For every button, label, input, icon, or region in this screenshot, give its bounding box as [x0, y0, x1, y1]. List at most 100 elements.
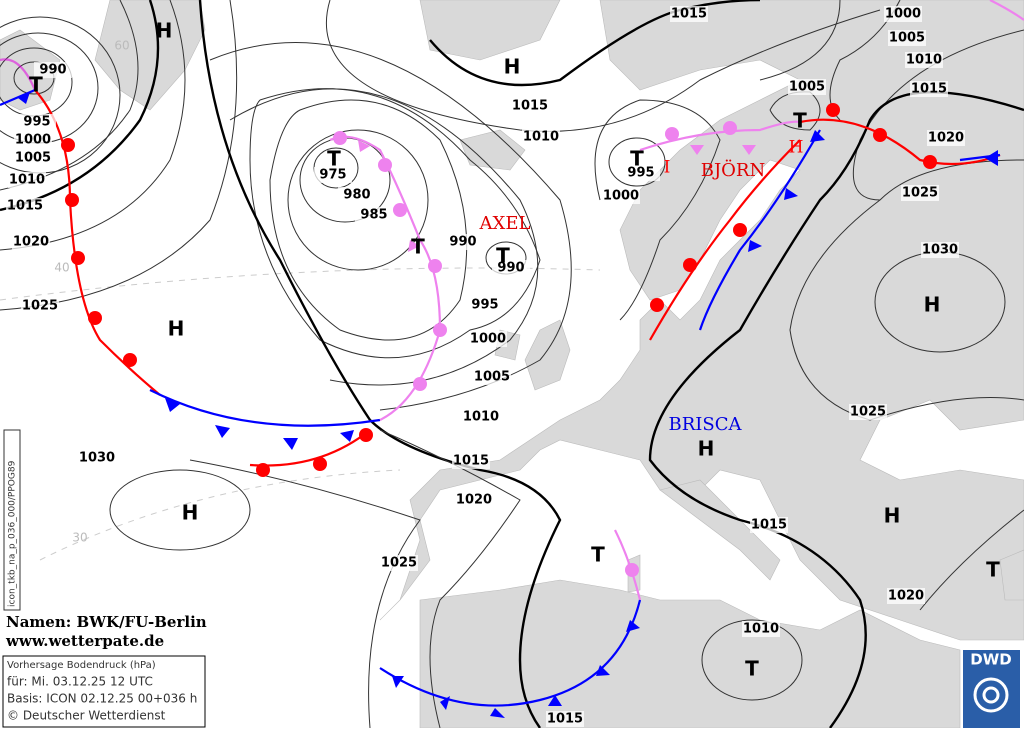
pressure-center: T — [630, 147, 644, 171]
isobar-label: 1020 — [456, 493, 492, 508]
isobar-label: 995 — [627, 166, 654, 181]
isobar-label: 1015 — [547, 712, 583, 727]
isobar-label-bg — [927, 130, 965, 146]
isobar-label-bg — [522, 129, 560, 145]
info-line: Vorhersage Bodendruck (hPa) — [7, 660, 156, 671]
isobar-label-bg — [34, 62, 72, 78]
pressure-center: T — [411, 235, 425, 259]
isobar-label: 995 — [23, 115, 50, 130]
isobar-label-bg — [6, 198, 44, 214]
isobar-label-bg — [921, 242, 959, 258]
pressure-center: T — [496, 244, 510, 268]
pressure-center: T — [986, 558, 1000, 582]
isobar-label: 1015 — [911, 82, 947, 97]
isobar-label-bg — [355, 207, 393, 223]
isobar-label-bg — [887, 588, 925, 604]
logo-text: DWD — [970, 651, 1011, 669]
isobar-label: 1025 — [22, 299, 58, 314]
isobar-label-bg — [546, 711, 584, 727]
website: www.wetterpate.de — [5, 632, 164, 650]
isobar-label-bg — [380, 555, 418, 571]
isobar-label-bg — [901, 185, 939, 201]
product-id-box — [3, 429, 21, 611]
isobar-label: 1015 — [671, 7, 707, 22]
isobar-label: 1000 — [603, 189, 639, 204]
system-name: AXEL — [479, 213, 531, 234]
info-lines: Vorhersage Bodendruck (hPa) für: Mi. 03.1… — [7, 660, 197, 723]
isobar-label-bg — [910, 81, 948, 97]
isobar-label: 1020 — [928, 131, 964, 146]
pressure-center: H — [924, 293, 941, 317]
pressure-center: T — [591, 543, 605, 567]
pressure-center: H — [156, 19, 173, 43]
isobar-label-bg — [21, 298, 59, 314]
isobar-label: 1015 — [453, 454, 489, 469]
pressure-center: T — [29, 73, 43, 97]
isobar-label-bg — [455, 492, 493, 508]
isobar-label-bg — [314, 167, 352, 183]
pressure-center: T — [327, 147, 341, 171]
isobar-label: 1000 — [885, 7, 921, 22]
isobar-label-bg — [78, 450, 116, 466]
isobar-label-bg — [788, 79, 826, 95]
logo-swirl — [973, 677, 1009, 713]
isobar-label: 990 — [497, 261, 524, 276]
pressure-center: H — [884, 504, 901, 528]
fronts — [0, 0, 1024, 707]
isobar-label-bg — [469, 331, 507, 347]
pressure-center: H — [182, 501, 199, 525]
labels: 990 995 1000 1005 1010 1015 1020 1025 975 980 985 9… — [6, 6, 1000, 727]
names-credit: Namen: BWK/FU-Berlin — [6, 613, 207, 631]
latitude-label: 30 — [72, 531, 87, 545]
isobar-label: 1005 — [15, 151, 51, 166]
isobar-label: 1005 — [474, 370, 510, 385]
isobar-label-bg — [473, 369, 511, 385]
secondary-center: I — [664, 158, 671, 178]
isobar-label: 1025 — [381, 556, 417, 571]
isobar-label: 1010 — [906, 53, 942, 68]
isobar-label-bg — [338, 187, 376, 203]
isobar-label-bg — [884, 6, 922, 22]
isobar-label: 990 — [39, 63, 66, 78]
isobar-label-bg — [905, 52, 943, 68]
isobar-label: 975 — [319, 168, 346, 183]
graticule — [0, 267, 601, 561]
front-symbols — [18, 92, 998, 718]
pressure-center: H — [698, 437, 715, 461]
pressure-center: T — [793, 109, 807, 133]
product-id: icon_tkb_na_p_036_000/PPOG89 — [8, 460, 18, 607]
isobar-label-bg — [670, 6, 708, 22]
isobar-label-bg — [742, 621, 780, 637]
isobar-label: 1030 — [79, 451, 115, 466]
isobar-label-bg — [492, 260, 530, 276]
isobar-label-bg — [466, 297, 504, 313]
isobar-label-bg — [12, 234, 50, 250]
isobar-label-bg — [511, 98, 549, 114]
info-box — [2, 655, 206, 728]
latitude-label: 60 — [114, 39, 129, 53]
isobar-label: 1005 — [789, 80, 825, 95]
info-line: Basis: ICON 02.12.25 00+036 h — [7, 692, 197, 706]
isobar-label: 1010 — [9, 173, 45, 188]
isobar-label: 1010 — [463, 410, 499, 425]
isobar-label: 1025 — [850, 405, 886, 420]
latitude-label: 40 — [54, 261, 69, 275]
secondary-center: H — [789, 138, 804, 158]
isobar-label: 980 — [343, 188, 370, 203]
system-name: BRISCA — [669, 414, 743, 435]
isobar-label-bg — [14, 132, 52, 148]
isobar-label: 1005 — [889, 31, 925, 46]
isobar-label-bg — [14, 150, 52, 166]
isobar-label-bg — [849, 404, 887, 420]
isobar-label: 1015 — [7, 199, 43, 214]
isobar-label-bg — [622, 165, 660, 181]
logo-swirl — [982, 686, 1000, 704]
isobar-label: 1025 — [902, 186, 938, 201]
isobar-label-bg — [452, 453, 490, 469]
isobar-label-bg — [462, 409, 500, 425]
info-line: für: Mi. 03.12.25 12 UTC — [7, 675, 153, 689]
pressure-center: H — [504, 55, 521, 79]
